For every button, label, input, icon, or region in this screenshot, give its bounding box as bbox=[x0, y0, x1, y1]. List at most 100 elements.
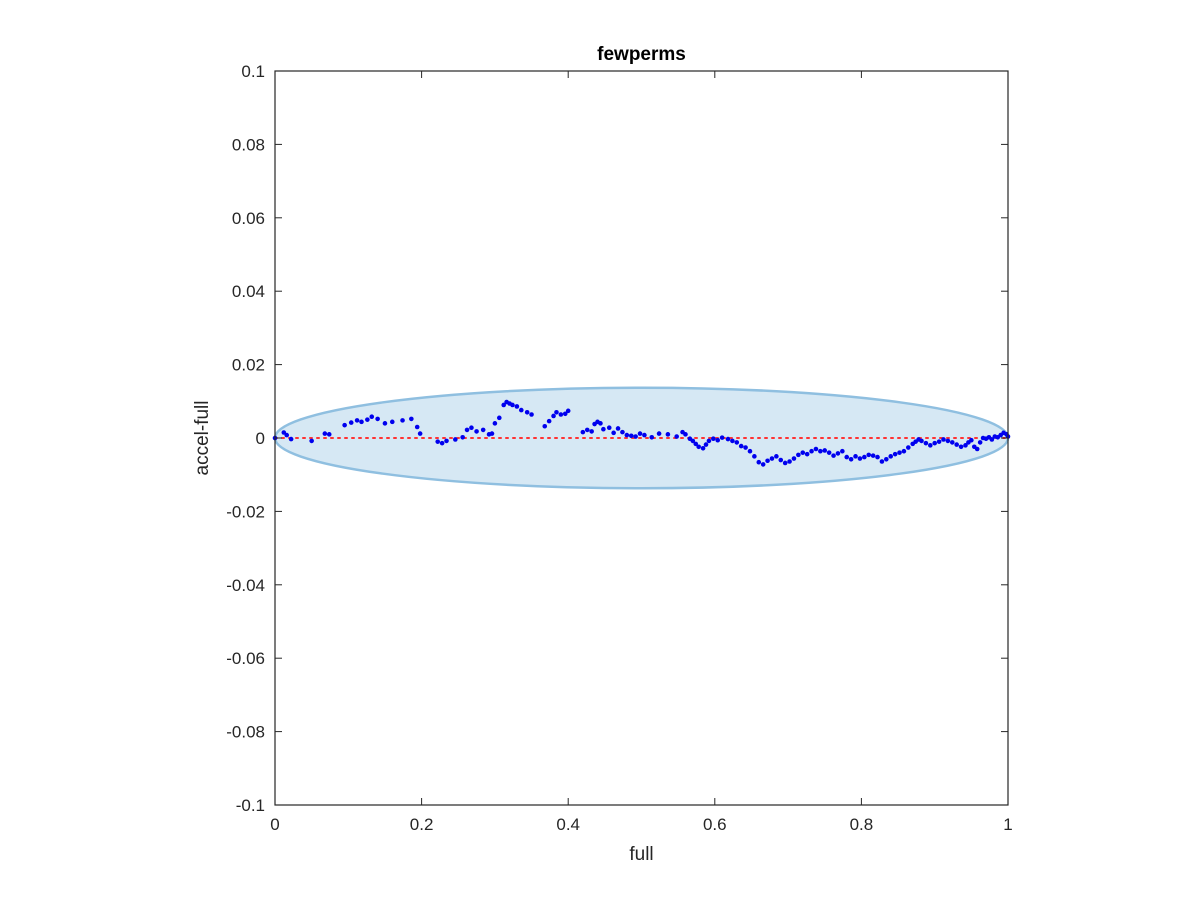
y-tick-label: 0.08 bbox=[232, 135, 265, 154]
data-point bbox=[492, 421, 498, 426]
y-tick-label: -0.04 bbox=[226, 576, 265, 595]
data-point bbox=[796, 452, 801, 458]
data-point bbox=[554, 410, 559, 415]
data-point bbox=[897, 450, 902, 455]
data-point bbox=[288, 436, 294, 442]
data-point bbox=[683, 432, 688, 437]
data-point bbox=[510, 402, 515, 408]
data-point bbox=[584, 427, 590, 433]
data-point bbox=[580, 429, 586, 435]
data-point bbox=[928, 443, 933, 448]
data-point bbox=[342, 422, 347, 428]
data-point bbox=[514, 404, 520, 409]
data-point bbox=[693, 441, 699, 447]
data-point bbox=[835, 451, 841, 456]
data-point bbox=[875, 454, 880, 460]
data-point bbox=[606, 425, 612, 431]
y-tick-label: 0.02 bbox=[232, 356, 265, 375]
data-point bbox=[756, 459, 762, 465]
data-point bbox=[624, 432, 630, 438]
data-point bbox=[369, 414, 375, 420]
data-point bbox=[284, 432, 290, 438]
data-point bbox=[598, 421, 603, 426]
data-point bbox=[848, 456, 854, 462]
y-axis-title: accel-full bbox=[192, 401, 213, 476]
data-point bbox=[715, 437, 721, 443]
data-point bbox=[884, 456, 889, 462]
data-point bbox=[375, 416, 380, 422]
y-tick-label: 0.1 bbox=[241, 62, 265, 81]
data-point bbox=[892, 451, 898, 457]
data-point bbox=[782, 460, 788, 466]
data-point bbox=[558, 412, 564, 417]
data-point bbox=[945, 438, 951, 444]
y-tick-label: -0.1 bbox=[236, 796, 265, 815]
data-point bbox=[496, 415, 502, 421]
data-point bbox=[615, 426, 621, 431]
data-point bbox=[809, 448, 814, 454]
data-point bbox=[752, 454, 757, 459]
data-point bbox=[665, 432, 671, 437]
data-point bbox=[804, 451, 810, 457]
data-point bbox=[439, 440, 445, 446]
data-point bbox=[354, 418, 360, 423]
data-point bbox=[734, 440, 740, 445]
data-point bbox=[489, 431, 495, 436]
data-point bbox=[923, 440, 929, 446]
data-point bbox=[389, 419, 395, 425]
data-point bbox=[460, 434, 465, 440]
data-point bbox=[787, 459, 792, 464]
data-point bbox=[690, 438, 696, 444]
data-point bbox=[888, 454, 894, 459]
data-point bbox=[435, 439, 441, 444]
data-point bbox=[322, 431, 328, 436]
data-point bbox=[919, 438, 924, 444]
data-point bbox=[901, 448, 907, 454]
data-point bbox=[774, 454, 779, 459]
data-point bbox=[765, 458, 770, 464]
data-point bbox=[551, 413, 556, 419]
data-point bbox=[359, 419, 364, 425]
data-point bbox=[958, 444, 964, 450]
data-point bbox=[977, 440, 983, 445]
data-point bbox=[831, 453, 836, 458]
data-point bbox=[348, 420, 354, 425]
data-point bbox=[642, 432, 647, 438]
data-point bbox=[870, 453, 876, 458]
y-tick-label: 0.06 bbox=[232, 209, 265, 228]
data-point bbox=[791, 456, 797, 461]
data-point bbox=[866, 452, 872, 458]
y-tick-label: -0.02 bbox=[226, 502, 265, 521]
data-point bbox=[417, 431, 423, 436]
data-point bbox=[747, 448, 753, 454]
x-axis-title: full bbox=[629, 844, 653, 865]
data-point bbox=[444, 438, 449, 444]
data-point bbox=[826, 450, 832, 455]
data-point bbox=[382, 421, 388, 426]
data-point bbox=[414, 424, 420, 430]
data-point bbox=[813, 446, 819, 452]
data-point bbox=[546, 418, 552, 424]
x-tick-label: 0.4 bbox=[556, 815, 580, 834]
data-point bbox=[453, 437, 458, 442]
data-point bbox=[862, 454, 867, 460]
data-point bbox=[738, 443, 744, 449]
data-point bbox=[365, 417, 370, 422]
data-point bbox=[822, 448, 828, 453]
data-point bbox=[818, 448, 823, 454]
data-point bbox=[656, 431, 662, 436]
data-point bbox=[853, 454, 858, 459]
data-point bbox=[309, 438, 314, 444]
data-point bbox=[649, 434, 655, 440]
chart-title: fewperms bbox=[597, 44, 686, 65]
y-tick-label: 0 bbox=[256, 429, 265, 448]
x-tick-label: 0 bbox=[270, 815, 279, 834]
data-point bbox=[800, 450, 806, 455]
data-point bbox=[969, 437, 974, 443]
data-point bbox=[743, 445, 748, 450]
data-point bbox=[565, 408, 571, 414]
data-point bbox=[562, 411, 568, 417]
y-tick-label: 0.04 bbox=[232, 282, 265, 301]
data-point bbox=[906, 445, 911, 450]
